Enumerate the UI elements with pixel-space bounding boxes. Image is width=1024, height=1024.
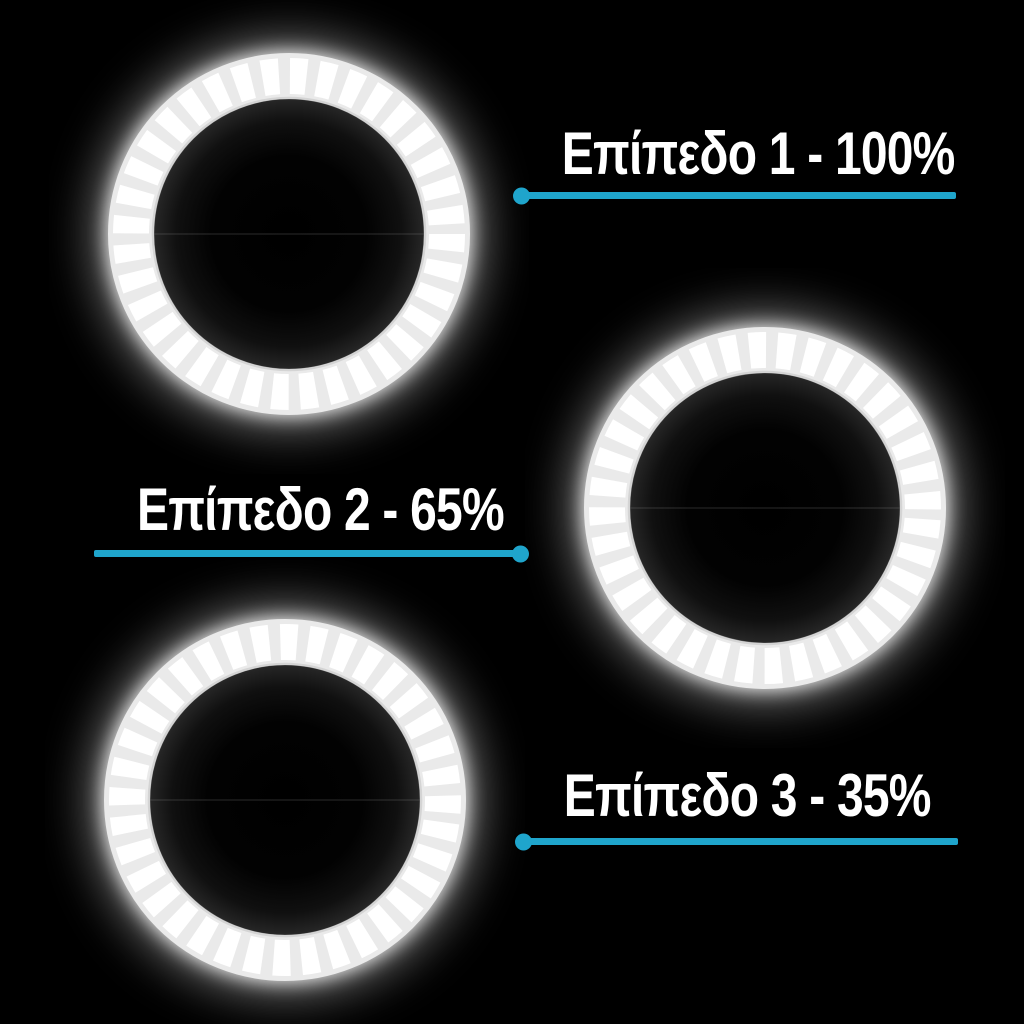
ring-outer-halo xyxy=(99,44,479,424)
ring-inner-rim xyxy=(147,662,423,938)
ring-near-glow xyxy=(583,326,947,690)
callout-level-1-line xyxy=(513,187,956,204)
ring-center-disc xyxy=(148,93,430,375)
ring-outer-halo xyxy=(575,318,955,698)
ring-center-disc xyxy=(624,367,906,649)
ring-light-svg xyxy=(99,44,479,424)
callout-level-3-line xyxy=(515,833,958,850)
ring-light-photo-level-3 xyxy=(45,560,525,1024)
ring-led-dots xyxy=(109,624,461,976)
ring-inner-rim xyxy=(627,370,903,646)
ring-near-glow xyxy=(107,52,471,416)
callout-level-3-dot xyxy=(515,833,532,850)
ring-near-glow xyxy=(103,618,467,982)
callout-level-2: Επίπεδο 2 - 65% xyxy=(94,476,529,562)
ring-inner-rim xyxy=(151,96,427,372)
ring-light-svg xyxy=(95,610,475,990)
ring-band xyxy=(108,53,470,415)
callout-level-2-label: Επίπεδο 2 - 65% xyxy=(137,476,505,543)
ring-light-photo-level-2 xyxy=(525,268,1005,748)
callout-level-3: Επίπεδο 3 - 35% xyxy=(515,762,958,850)
ring-light-photo-level-1 xyxy=(49,0,529,474)
callout-level-1: Επίπεδο 1 - 100% xyxy=(513,120,956,204)
ring-outer-halo xyxy=(95,610,475,990)
callout-level-2-line xyxy=(94,545,529,562)
ring-light-svg xyxy=(575,318,955,698)
ring-led-dots xyxy=(589,332,941,684)
ring-center-disc xyxy=(144,659,426,941)
callout-level-2-dot xyxy=(512,545,529,562)
callout-level-1-label: Επίπεδο 1 - 100% xyxy=(561,120,956,187)
callout-level-1-dot xyxy=(513,187,530,204)
ring-band xyxy=(584,327,946,689)
ring-band xyxy=(104,619,466,981)
callout-level-3-label: Επίπεδο 3 - 35% xyxy=(563,762,932,829)
ring-led-dots xyxy=(113,58,465,410)
